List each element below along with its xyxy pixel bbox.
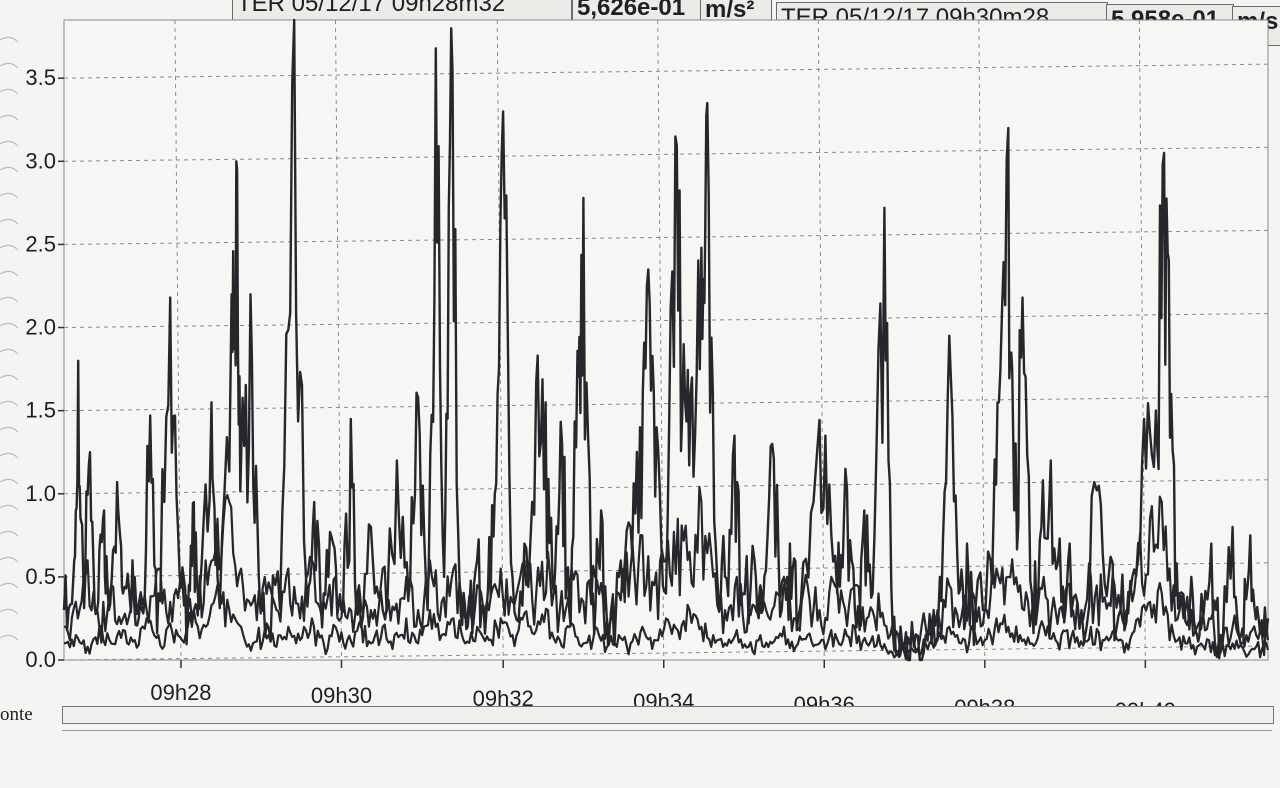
x-gridline (978, 19, 986, 661)
value-cell-1: 5,626e-01 (572, 0, 702, 34)
y-tick-label: 2.0 (25, 315, 56, 340)
binder-hole-mark (0, 296, 19, 303)
x-tick-label: 09h30 (311, 683, 372, 708)
footer-divider (62, 730, 1272, 753)
binder-hole-mark (0, 634, 19, 641)
binder-hole-mark (0, 322, 19, 329)
binder-hole-mark (0, 478, 19, 485)
footer-scrollbar[interactable] (62, 706, 1274, 724)
binder-hole-mark (0, 556, 19, 563)
y-gridline (63, 479, 1269, 495)
y-tick-label: 1.0 (25, 481, 56, 506)
y-tick-label: 3.0 (25, 148, 56, 173)
binder-hole-mark (0, 218, 19, 225)
x-gridline (334, 19, 342, 661)
binder-hole-mark (0, 400, 19, 407)
binder-hole-mark (0, 530, 19, 537)
value-1-text: 5,626e-01 (577, 0, 686, 21)
unit-1-text: m/s² (705, 0, 755, 23)
y-tick-label: 0.0 (25, 647, 56, 672)
binder-hole-mark (0, 504, 19, 511)
y-tick-label: 3.5 (25, 65, 56, 90)
binder-hole-mark (0, 426, 19, 433)
binder-hole-mark (0, 88, 19, 95)
y-tick-label: 0.5 (25, 564, 56, 589)
y-gridline (63, 146, 1269, 162)
y-gridline (63, 396, 1269, 412)
binder-hole-mark (0, 166, 19, 173)
binder-hole-mark (0, 140, 19, 147)
series-line-2 (63, 485, 1270, 661)
y-gridline (63, 645, 1269, 661)
x-gridline (657, 19, 665, 661)
footer-label: onte (0, 704, 33, 725)
y-gridline (63, 63, 1269, 79)
series-line-3 (63, 581, 1270, 659)
binder-hole-mark (0, 192, 19, 199)
binder-hole-mark (0, 62, 19, 69)
y-tick-label: 1.5 (25, 398, 56, 423)
binder-hole-mark (0, 36, 19, 43)
binder-hole-mark (0, 452, 19, 459)
binder-hole-mark (0, 270, 19, 277)
binder-hole-mark (0, 582, 19, 589)
x-tick-label: 09h28 (150, 680, 211, 705)
series-line-1 (62, 18, 1270, 662)
binder-hole-mark (0, 114, 19, 121)
y-tick-label: 2.5 (25, 231, 56, 256)
x-gridline (174, 19, 182, 661)
y-gridline (63, 313, 1269, 329)
timestamp-1-text: TER 05/12/17 09h28m32 (237, 0, 506, 17)
binder-hole-mark (0, 244, 19, 251)
x-gridline (817, 19, 825, 661)
x-gridline (1138, 19, 1146, 661)
binder-hole-mark (0, 348, 19, 355)
binder-hole-mark (0, 608, 19, 615)
binder-hole-mark (0, 374, 19, 381)
y-gridline (63, 229, 1269, 245)
